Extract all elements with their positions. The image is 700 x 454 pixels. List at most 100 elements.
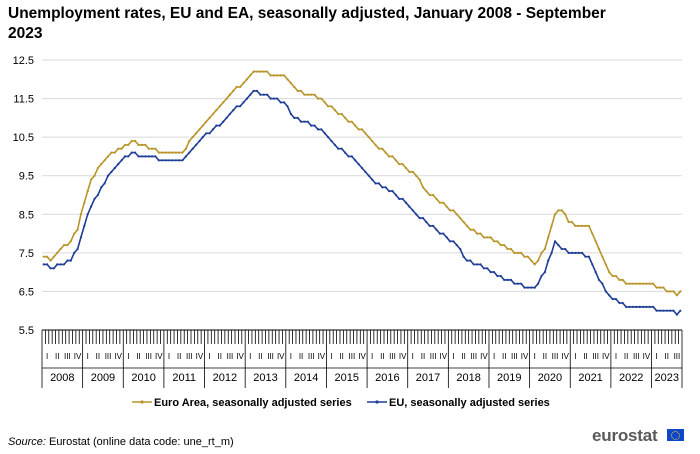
x-quarter-label: III [511,352,518,361]
eu-point [621,301,624,305]
x-quarter-label: III [227,352,234,361]
eu-point [228,112,231,116]
source-label: Source: [8,436,46,448]
euro-area-point [320,97,323,100]
x-quarter-label: III [470,352,477,361]
eu-point [662,309,665,312]
eu-point [344,151,347,154]
x-quarter-label: IV [74,352,82,361]
eu-point [171,159,174,162]
euro-area-point [445,205,448,208]
euro-area-point [144,143,147,146]
eu-point [49,267,52,270]
euro-area-point [618,278,621,281]
x-quarter-label: IV [602,352,610,361]
eu-point [249,93,252,96]
eu-point [201,136,204,139]
euro-area-point [347,120,350,123]
eu-point [110,170,113,173]
euro-area-point [164,151,167,154]
eu-point [574,251,577,254]
eu-point [113,166,116,170]
euro-area-point [520,251,523,254]
x-quarter-label: II [177,352,181,361]
x-quarter-label: II [55,352,59,361]
euro-area-point [235,85,238,89]
euro-area-point [42,255,45,258]
x-quarter-label: IV [480,352,488,361]
eu-point [374,182,377,185]
x-quarter-label: IV [561,352,569,361]
eu-point [106,174,110,177]
eu-point [198,139,201,143]
x-quarter-label: I [534,352,536,361]
euro-area-point [455,213,458,216]
eu-point [279,101,282,104]
eu-point [157,159,160,162]
euro-area-point [350,120,353,123]
eu-point [601,282,604,285]
euro-area-point [404,166,408,170]
eu-point [462,255,465,258]
euro-area-point [73,232,76,235]
eu-point [526,286,530,289]
x-quarter-label: IV [643,352,651,361]
x-quarter-label: II [339,352,343,361]
eu-point [232,109,235,112]
euro-area-point [262,70,265,73]
eu-point [117,163,120,166]
eu-point [79,236,82,239]
euro-area-point [523,255,526,258]
euro-area-point [567,220,570,224]
euro-area-point [604,263,607,266]
euro-area-point [316,97,320,100]
euro-area-point [69,240,72,243]
eu-point [96,193,99,197]
y-tick-label: 12.5 [13,55,34,67]
euro-area-point [438,201,441,204]
eu-point [672,309,675,312]
eu-point [127,155,130,158]
eu-point [188,151,191,154]
eu-point [52,267,56,270]
euro-area-point [679,290,682,293]
eu-point [642,305,645,308]
euro-area-point [269,74,272,77]
x-quarter-label: IV [439,352,447,361]
euro-area-point [103,159,106,162]
x-quarter-label: III [592,352,599,361]
x-quarter-label: II [299,352,303,361]
euro-area-point [557,209,560,212]
euro-area-point [459,217,462,220]
eu-point [503,278,506,281]
euro-area-point [117,147,120,150]
eu-point [391,190,394,193]
eu-point [195,143,198,146]
euro-area-point [625,282,628,285]
x-quarter-label: IV [521,352,529,361]
eu-point [215,124,218,127]
eu-point [520,282,523,285]
euro-area-point [635,282,638,285]
eu-point [377,182,380,185]
euro-area-point [662,286,665,289]
euro-area-point [503,244,506,247]
euro-area-point [621,278,624,281]
euro-area-point [157,151,160,154]
x-quarter-label: I [452,352,454,361]
euro-area-point [526,255,530,258]
year-label: 2019 [497,372,521,384]
x-quarter-label: I [168,352,170,361]
euro-area-point [577,224,580,227]
euro-area-point [86,190,89,193]
x-quarter-label: II [583,352,587,361]
x-quarter-label: II [218,352,222,361]
eu-point [293,116,296,119]
year-label: 2010 [131,372,155,384]
euro-area-point [52,255,56,258]
x-quarter-label: I [209,352,211,361]
euro-area-point [530,259,533,262]
y-tick-label: 8.5 [19,209,34,221]
euro-area-point [642,282,645,285]
euro-area-point [462,220,465,224]
